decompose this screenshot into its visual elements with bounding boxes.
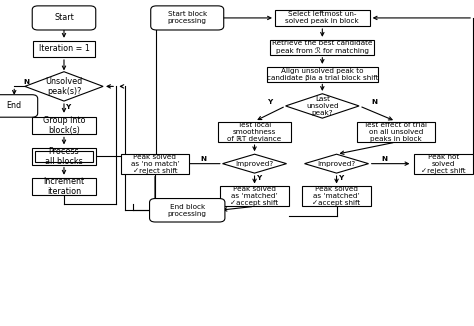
Text: Unsolved
peak(s)?: Unsolved peak(s)?	[46, 77, 82, 96]
Text: End block
processing: End block processing	[168, 204, 207, 217]
Text: N: N	[372, 99, 377, 105]
Text: Iteration = 1: Iteration = 1	[38, 44, 90, 53]
Text: Peak not
solved
✓reject shift: Peak not solved ✓reject shift	[421, 154, 465, 174]
Text: Test effect of trial
on all unsolved
peaks in block: Test effect of trial on all unsolved pea…	[365, 122, 427, 142]
Text: Y: Y	[337, 175, 343, 181]
Bar	[266, 67, 378, 82]
Text: Retrieve the best candidate
peak from ℛ for matching: Retrieve the best candidate peak from ℛ …	[272, 40, 373, 54]
Text: Last
unsolved
peak?: Last unsolved peak?	[306, 96, 338, 116]
FancyBboxPatch shape	[149, 199, 225, 222]
Bar	[302, 186, 371, 206]
Text: Peak solved
as ‘no match’
✓reject shift: Peak solved as ‘no match’ ✓reject shift	[131, 154, 179, 174]
Bar	[32, 148, 96, 165]
Bar	[32, 116, 96, 134]
Text: N: N	[23, 79, 29, 85]
FancyBboxPatch shape	[32, 6, 96, 30]
Text: Group into
block(s): Group into block(s)	[43, 116, 85, 135]
Text: Improved?: Improved?	[236, 161, 273, 167]
Text: Process
all blocks: Process all blocks	[45, 147, 83, 166]
Bar	[413, 154, 473, 174]
Text: Peak solved
as ‘matched’
✓accept shift: Peak solved as ‘matched’ ✓accept shift	[312, 186, 361, 206]
Polygon shape	[25, 72, 103, 101]
Text: Increment
iteration: Increment iteration	[44, 177, 84, 196]
Text: N: N	[201, 156, 207, 162]
FancyBboxPatch shape	[151, 6, 224, 30]
Text: End: End	[7, 101, 22, 111]
Bar	[218, 122, 291, 142]
Text: Test local
smoothness
of ℝT deviance: Test local smoothness of ℝT deviance	[228, 122, 282, 142]
Bar	[275, 10, 370, 26]
Text: N: N	[381, 156, 387, 162]
Bar	[270, 40, 374, 55]
Text: Peak solved
as ‘matched’
✓accept shift: Peak solved as ‘matched’ ✓accept shift	[230, 186, 279, 206]
Text: Select leftmost un-
solved peak in block: Select leftmost un- solved peak in block	[285, 11, 359, 24]
Text: Start block
processing: Start block processing	[168, 11, 207, 24]
Bar	[356, 122, 435, 142]
Text: Start: Start	[54, 13, 74, 22]
Text: Y: Y	[65, 104, 71, 110]
FancyBboxPatch shape	[0, 95, 38, 117]
Bar	[220, 186, 289, 206]
Polygon shape	[304, 154, 368, 173]
Text: Y: Y	[255, 175, 261, 181]
Text: Align unsolved peak to
candidate βia a trial block shift: Align unsolved peak to candidate βia a t…	[266, 68, 378, 81]
Text: Improved?: Improved?	[318, 161, 356, 167]
Bar	[36, 151, 92, 162]
Bar	[32, 178, 96, 195]
Bar	[33, 41, 95, 57]
Polygon shape	[223, 154, 286, 173]
Text: Y: Y	[266, 99, 272, 105]
Bar	[120, 154, 189, 174]
Polygon shape	[285, 94, 359, 118]
